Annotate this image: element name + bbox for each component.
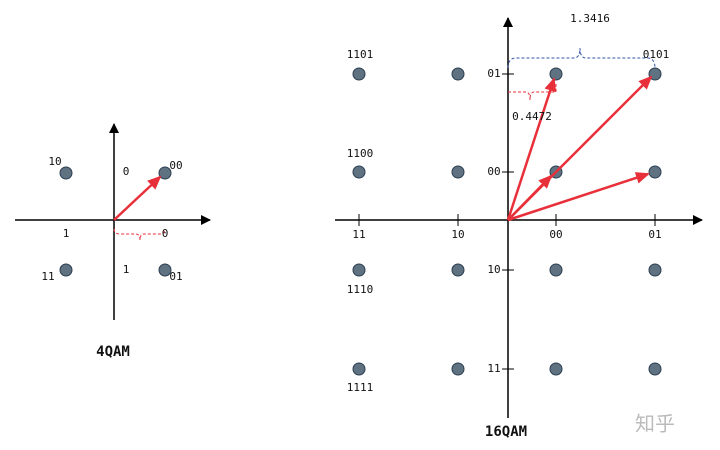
point-label: 11: [41, 270, 54, 283]
points: [352, 67, 662, 376]
point: [158, 166, 172, 180]
title: 16QAM: [485, 424, 527, 440]
point-label: 0101: [643, 48, 670, 61]
qam4: 10 00 11 01 0 1 0 1 4QAM: [15, 123, 211, 360]
point-label: 1101: [347, 48, 374, 61]
point-label: 1110: [347, 283, 374, 296]
point: [451, 263, 465, 277]
title: 4QAM: [96, 344, 130, 360]
vector: [506, 77, 556, 221]
y-axis-label: 10: [487, 263, 500, 276]
point-label: 01: [169, 270, 182, 283]
x-axis-label: 10: [451, 228, 464, 241]
point: [648, 362, 662, 376]
point: [352, 263, 366, 277]
x-axis-label: 11: [352, 228, 365, 241]
vector: [113, 175, 162, 221]
point: [59, 166, 73, 180]
brace: [507, 47, 656, 69]
y-axis-label: 00: [487, 165, 500, 178]
point: [352, 362, 366, 376]
point-label: 1111: [347, 381, 374, 394]
axis-label: 1: [63, 227, 70, 240]
point: [648, 165, 662, 179]
vector: [507, 75, 653, 221]
point-label: 1100: [347, 147, 374, 160]
axis-label: 1: [123, 263, 130, 276]
point: [352, 67, 366, 81]
y-axis-label: 11: [487, 362, 500, 375]
point: [352, 165, 366, 179]
watermark: 知乎: [635, 412, 675, 436]
axis-label: 0: [162, 227, 169, 240]
point: [549, 362, 563, 376]
point: [158, 263, 172, 277]
vector: [507, 172, 650, 222]
point: [451, 67, 465, 81]
annotation: 1.3416: [570, 12, 610, 25]
point: [451, 165, 465, 179]
ticks: 11 10 00 01 01 00 10 11: [352, 67, 661, 375]
y-axis-label: 01: [487, 67, 500, 80]
point: [549, 263, 563, 277]
x-axis-label: 01: [648, 228, 661, 241]
point: [549, 67, 563, 81]
brace: [113, 228, 166, 241]
point: [648, 263, 662, 277]
point-label: 00: [169, 159, 182, 172]
axis-label: 0: [123, 165, 130, 178]
point: [59, 263, 73, 277]
point-label: 10: [48, 155, 61, 168]
x-axis-label: 00: [549, 228, 562, 241]
point: [451, 362, 465, 376]
brace: [508, 84, 557, 101]
annotation: 0.4472: [512, 110, 552, 123]
